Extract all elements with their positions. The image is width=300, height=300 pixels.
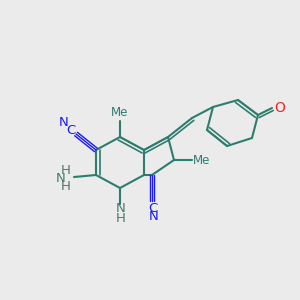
Text: N: N	[59, 116, 69, 130]
Text: O: O	[274, 101, 285, 115]
Text: N: N	[149, 211, 159, 224]
Text: C: C	[66, 124, 76, 137]
Text: Me: Me	[193, 154, 211, 166]
Text: H: H	[61, 164, 71, 176]
Text: H: H	[61, 179, 71, 193]
Text: N: N	[56, 172, 66, 184]
Text: C: C	[148, 202, 158, 214]
Text: N: N	[116, 202, 126, 215]
Text: H: H	[116, 212, 126, 224]
Text: Me: Me	[111, 106, 129, 119]
